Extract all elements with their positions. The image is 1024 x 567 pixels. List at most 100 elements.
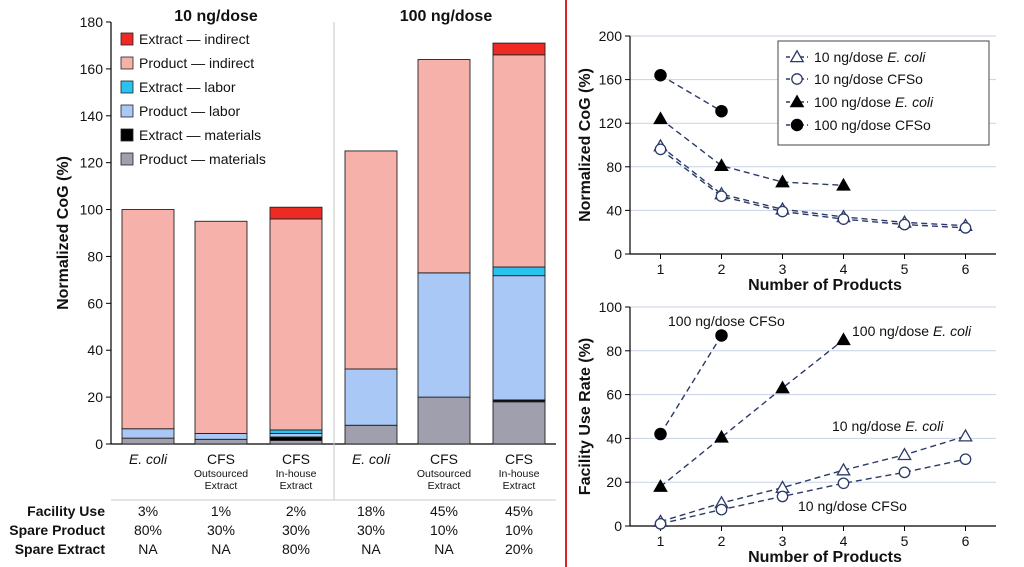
data-point <box>775 380 790 394</box>
series-line <box>660 74 722 112</box>
category-label: CFS <box>430 451 458 467</box>
annotation-text: 10 ng/dose CFSo <box>798 498 907 514</box>
data-point <box>654 143 667 156</box>
data-point <box>837 213 850 225</box>
legend-swatch <box>120 128 134 142</box>
data-point <box>959 453 972 466</box>
data-point <box>715 329 728 342</box>
data-point <box>897 447 912 461</box>
series-line <box>660 339 844 488</box>
y-tick-label: 100 <box>599 299 623 315</box>
data-point <box>775 174 790 188</box>
table-row-label: Spare Product <box>9 522 105 538</box>
bar-segment <box>194 433 248 440</box>
bar-segment <box>417 272 471 398</box>
series-line <box>659 335 723 435</box>
data-point <box>789 94 805 108</box>
y-axis-title: Facility Use Rate (%) <box>577 338 594 495</box>
bar-segment <box>492 275 546 401</box>
table-cell: 80% <box>282 541 310 557</box>
data-point <box>653 479 668 492</box>
table-cell: 45% <box>505 503 533 519</box>
series-line <box>660 458 966 525</box>
legend-swatch <box>120 80 134 94</box>
y-tick-label: 80 <box>87 248 103 264</box>
legend-box <box>777 40 990 146</box>
table-cell: NA <box>434 541 454 557</box>
series-line <box>660 145 966 227</box>
data-point <box>653 111 668 125</box>
bar-segment <box>417 396 471 445</box>
table-cell: 18% <box>357 503 385 519</box>
cog-vs-products-chart: 0 40 80 120 160 200 1 2 3 4 5 6 Number of Products No… <box>577 28 996 294</box>
x-tick-label: 1 <box>657 533 665 549</box>
y-tick-label: 0 <box>614 518 622 534</box>
y-tick-label: 40 <box>606 430 622 446</box>
data-point <box>958 428 973 442</box>
bar-segment <box>121 428 175 439</box>
y-tick-label: 60 <box>606 387 622 403</box>
x-tick-label: 4 <box>840 261 848 277</box>
table-cell: 1% <box>211 503 231 519</box>
bar-segment <box>269 436 323 441</box>
table-cell: 30% <box>357 522 385 538</box>
table-cell: 80% <box>134 522 162 538</box>
bar-segment <box>194 220 248 434</box>
category-label: CFS <box>207 451 235 467</box>
data-point <box>836 332 851 346</box>
y-tick-label: 120 <box>599 115 623 131</box>
group-label: 100 ng/dose <box>400 8 493 25</box>
bar-segment <box>344 368 398 426</box>
table-cell: 10% <box>505 522 533 538</box>
legend-label-italic: E. coli <box>895 94 934 110</box>
data-point <box>837 477 850 490</box>
bar-segment <box>492 401 546 445</box>
facility-use-vs-products-chart: 0 20 40 60 80 100 1 2 3 4 5 6 Number of Products Faci… <box>577 299 996 566</box>
annotation-text: 100 ng/dose CFSo <box>668 313 785 329</box>
bar-segment <box>492 42 546 56</box>
table-cell: 20% <box>505 541 533 557</box>
series-line <box>660 148 966 229</box>
series-annotation: 10 ng/dose CFSo <box>798 498 907 514</box>
x-tick-label: 1 <box>657 261 665 277</box>
table-cell: 30% <box>282 522 310 538</box>
category-sublabel: Extract <box>428 480 461 492</box>
y-tick-label: 80 <box>606 343 622 359</box>
category-sublabel: In-house <box>499 468 540 480</box>
category-label: E. coli <box>352 451 391 467</box>
table-cell: NA <box>138 541 158 557</box>
y-tick-label: 160 <box>599 72 623 88</box>
bar-segment <box>194 438 248 445</box>
bar-segment <box>269 433 323 438</box>
table-cell: 30% <box>207 522 235 538</box>
y-tick-label: 120 <box>80 155 104 171</box>
legend-swatch <box>120 152 134 166</box>
annotation-italic: E. coli <box>905 418 944 434</box>
x-axis-title: Number of Products <box>748 549 902 566</box>
category-sublabel: Extract <box>503 480 536 492</box>
y-tick-label: 200 <box>599 28 623 44</box>
legend-swatch <box>120 32 134 46</box>
table-cell: 45% <box>430 503 458 519</box>
data-point <box>776 490 789 503</box>
data-point <box>654 68 667 82</box>
y-tick-label: 180 <box>80 14 104 30</box>
y-axis-title: Normalized CoG (%) <box>577 68 594 222</box>
data-point <box>791 73 803 85</box>
legend-label-text: 10 ng/dose CFSo <box>814 71 923 87</box>
data-point <box>836 177 851 191</box>
bar-segment <box>121 209 175 430</box>
x-tick-label: 5 <box>901 533 909 549</box>
x-tick-label: 6 <box>962 533 970 549</box>
data-point <box>715 104 728 118</box>
table-cell: 10% <box>430 522 458 538</box>
x-tick-label: 2 <box>718 533 726 549</box>
x-tick-label: 3 <box>779 533 787 549</box>
table-cell: NA <box>361 541 381 557</box>
category-sublabel: Outsourced <box>194 468 248 480</box>
legend-swatch <box>120 56 134 70</box>
table-row-label: Spare Extract <box>15 541 106 557</box>
y-tick-label: 0 <box>614 246 622 262</box>
category-label: E. coli <box>129 451 168 467</box>
category-sublabel: Outsourced <box>417 468 471 480</box>
